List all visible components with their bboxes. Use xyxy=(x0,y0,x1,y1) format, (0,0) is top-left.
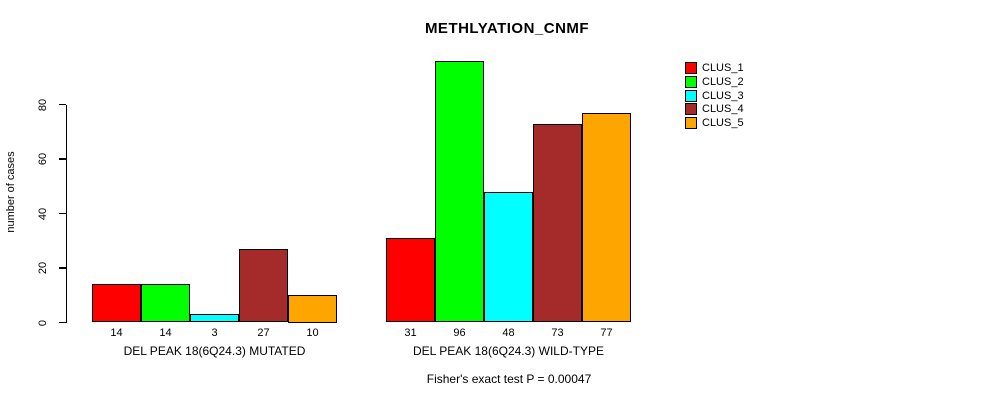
bar-clus_4-mutated xyxy=(239,248,288,323)
legend-swatch-clus_1 xyxy=(685,62,697,74)
group-label: DEL PEAK 18(6Q24.3) WILD-TYPE xyxy=(413,344,604,358)
bar-value-label: 48 xyxy=(502,327,515,339)
bar-value-label: 14 xyxy=(159,327,172,339)
y-axis-tick xyxy=(59,267,66,269)
y-axis-tick xyxy=(59,321,66,324)
bar-value-label: 77 xyxy=(600,327,613,339)
bar-clus_1-mutated xyxy=(92,284,141,323)
y-axis-tick-label: 20 xyxy=(37,261,49,275)
bar-clus_5-wildtype xyxy=(582,112,631,323)
y-axis-tick-label: 80 xyxy=(37,98,49,111)
chart-title: METHLYATION_CNMF xyxy=(424,20,590,37)
legend-label: CLUS_1 xyxy=(702,62,744,74)
bar-clus_1-wildtype xyxy=(386,238,435,323)
fisher-test-annotation: Fisher's exact test P = 0.00047 xyxy=(426,372,592,386)
bar-clus_2-wildtype xyxy=(435,60,484,323)
bar-value-label: 96 xyxy=(453,327,466,339)
y-axis-line xyxy=(66,104,68,323)
y-axis-tick-label: 60 xyxy=(37,152,49,166)
group-label: DEL PEAK 18(6Q24.3) MUTATED xyxy=(123,344,306,358)
legend-label: CLUS_3 xyxy=(702,89,744,102)
bar-clus_3-mutated xyxy=(190,314,239,323)
legend-swatch-clus_3 xyxy=(685,89,697,102)
bar-value-label: 10 xyxy=(306,327,319,339)
legend-swatch-clus_5 xyxy=(685,117,697,129)
y-axis-label: number of cases xyxy=(5,151,17,233)
bar-clus_4-wildtype xyxy=(533,123,582,323)
bar-value-label: 27 xyxy=(257,327,270,339)
bar-value-label: 14 xyxy=(110,327,123,339)
bar-clus_3-wildtype xyxy=(484,191,533,323)
bar-value-label: 73 xyxy=(551,327,564,339)
bar-clus_2-mutated xyxy=(141,284,190,323)
legend-label: CLUS_2 xyxy=(702,75,744,88)
legend-label: CLUS_4 xyxy=(702,103,744,116)
bar-value-label: 31 xyxy=(404,327,417,339)
y-axis-tick xyxy=(59,158,66,160)
legend-label: CLUS_5 xyxy=(702,117,744,129)
bar-clus_5-mutated xyxy=(288,295,337,323)
legend-swatch-clus_4 xyxy=(685,103,697,116)
legend-swatch-clus_2 xyxy=(685,75,697,88)
y-axis-tick xyxy=(59,212,66,215)
y-axis-tick-label: 0 xyxy=(37,319,49,326)
y-axis-tick xyxy=(59,103,66,106)
bar-value-label: 3 xyxy=(211,327,218,339)
y-axis-tick-label: 40 xyxy=(37,207,49,220)
